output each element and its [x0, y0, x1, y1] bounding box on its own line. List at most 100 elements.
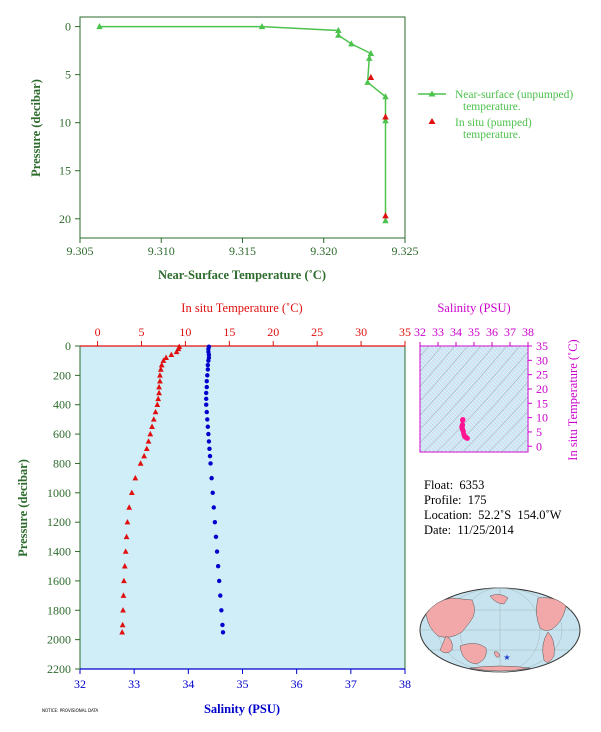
- top-y-tick-label: 10: [59, 116, 71, 130]
- legend-marker-unpumped: [428, 90, 436, 97]
- temperature-profile-point: [120, 592, 127, 598]
- profile-pressure-tick-label: 0: [65, 339, 71, 353]
- temperature-profile-point: [168, 351, 175, 358]
- ts-temp-tick-label: 0: [536, 439, 542, 453]
- temperature-profile-point: [156, 383, 162, 390]
- salinity-profile-point: [204, 384, 209, 390]
- top-x-tick-label: 9.320: [310, 244, 337, 258]
- top-x-tick-label: 9.315: [229, 244, 256, 258]
- salinity-profile-point: [205, 367, 211, 372]
- legend-label-pumped-1: In situ (pumped): [455, 117, 532, 129]
- top-x-tick-label: 9.325: [392, 244, 419, 258]
- profile-temp-tick-label: 10: [179, 325, 191, 339]
- temperature-profile-series: [119, 343, 183, 635]
- profile-pressure-tick-label: 2200: [47, 662, 71, 676]
- provisional-data-notice: NOTICE: PROVISIONAL DATA: [42, 708, 99, 713]
- pumped-temperature-point: [367, 73, 375, 81]
- profile-pressure-tick-label: 400: [53, 398, 71, 412]
- temperature-profile-point: [152, 408, 159, 415]
- salinity-profile-point: [204, 396, 209, 402]
- temperature-profile-point: [132, 474, 139, 481]
- salinity-profile-point: [210, 490, 215, 496]
- salinity-profile-point: [215, 564, 221, 569]
- profile-number: Profile: 175: [424, 493, 487, 507]
- salinity-profile-point: [206, 431, 211, 437]
- profile-pressure-tick-label: 1400: [47, 545, 71, 559]
- unpumped-temperature-point: [366, 54, 373, 61]
- unpumped-temperature-point: [258, 23, 266, 30]
- profile-pressure-tick-label: 1200: [47, 515, 71, 529]
- ts-sal-tick-label: 33: [432, 325, 444, 339]
- legend-label-pumped-2: temperature.: [463, 129, 521, 141]
- top-y-tick-label: 0: [65, 20, 71, 34]
- salinity-profile-point: [218, 593, 223, 598]
- top-x-ticks: 9.305 9.310 9.315 9.320 9.325: [67, 238, 419, 258]
- temperature-profile-point: [121, 577, 127, 584]
- unpumped-temperature-point: [382, 117, 389, 124]
- salinity-profile-point: [209, 475, 214, 481]
- salinity-profile-point: [211, 505, 216, 510]
- pumped-temperature-point: [382, 113, 389, 120]
- ts-temp-tick-label: 10: [536, 411, 548, 425]
- salinity-profile-series: [204, 344, 226, 635]
- profile-pressure-tick-label: 1000: [47, 486, 71, 500]
- profile-pressure-tick-label: 200: [53, 368, 71, 382]
- ts-temp-tick-label: 20: [536, 382, 548, 396]
- temperature-profile-point: [149, 423, 155, 429]
- temperature-profile-point: [157, 372, 163, 378]
- temperature-profile-point: [141, 452, 148, 459]
- pumped-temperature-point: [382, 212, 389, 219]
- profile-date: Date: 11/25/2014: [424, 523, 514, 537]
- temperature-profile-point: [143, 445, 150, 452]
- profile-temp-tick-label: 35: [399, 325, 411, 339]
- profile-sal-tick-label: 32: [74, 677, 86, 691]
- near-surface-panel: 9.305 9.310 9.315 9.320 9.325 0 5 10 15 20 Near-…: [29, 16, 573, 282]
- legend-label-unpumped-1: Near-surface (unpumped): [455, 89, 573, 101]
- ts-top-axis-label: Salinity (PSU): [437, 301, 510, 315]
- ts-temp-tick-label: 35: [536, 339, 548, 353]
- profile-top-axis-label: In situ Temperature (˚C): [181, 301, 302, 315]
- unpumped-temperature-point: [96, 23, 103, 30]
- profile-pressure-tick-label: 1800: [47, 603, 71, 617]
- temperature-profile-point: [137, 460, 144, 466]
- profile-sal-tick-label: 35: [237, 677, 249, 691]
- ts-sal-tick-label: 32: [414, 325, 426, 339]
- float-location: Location: 52.2˚S 154.0˚W: [424, 508, 562, 522]
- ts-temp-tick-label: 25: [536, 368, 548, 382]
- salinity-profile-point: [207, 446, 212, 451]
- location-map: ★: [419, 587, 581, 673]
- float-location-marker: ★: [503, 653, 510, 662]
- unpumped-temperature-point: [382, 93, 389, 100]
- temperature-profile-point: [157, 366, 164, 372]
- ts-sal-tick-label: 37: [504, 325, 516, 339]
- salinity-profile-point: [214, 549, 220, 554]
- temperature-profile-point: [123, 533, 130, 540]
- salinity-profile-point: [204, 402, 209, 407]
- top-y-axis-label: Pressure (decibar): [29, 79, 43, 177]
- unpumped-temperature-point: [348, 40, 355, 47]
- ts-sal-tick-label: 35: [468, 325, 480, 339]
- profile-bottom-axis-label: Salinity (PSU): [204, 702, 280, 716]
- salinity-profile-point: [205, 373, 210, 378]
- ts-y-axis-label: In situ Temperature (˚C): [566, 339, 580, 460]
- top-y-ticks: 0 5 10 15 20: [59, 20, 80, 226]
- unpumped-temperature-point: [382, 217, 389, 224]
- temperature-profile-point: [119, 629, 126, 635]
- profile-pressure-tick-label: 600: [53, 427, 71, 441]
- salinity-profile-point: [206, 358, 211, 363]
- salinity-profile-point: [204, 379, 209, 384]
- temperature-profile-point: [158, 361, 165, 368]
- ts-point: [460, 417, 466, 424]
- salinity-profile-point: [220, 622, 225, 628]
- profile-pressure-tick-label: 1600: [47, 574, 71, 588]
- profile-temp-tick-label: 30: [355, 325, 367, 339]
- top-x-tick-label: 9.305: [67, 244, 94, 258]
- float-id: Float: 6353: [424, 478, 485, 492]
- ts-point: [464, 435, 470, 441]
- salinity-profile-point: [208, 461, 213, 466]
- salinity-profile-point: [205, 424, 211, 429]
- profile-temp-tick-label: 15: [223, 325, 235, 339]
- temperature-profile-point: [145, 438, 152, 444]
- profile-plot-area: [79, 345, 406, 670]
- salinity-profile-point: [204, 390, 209, 396]
